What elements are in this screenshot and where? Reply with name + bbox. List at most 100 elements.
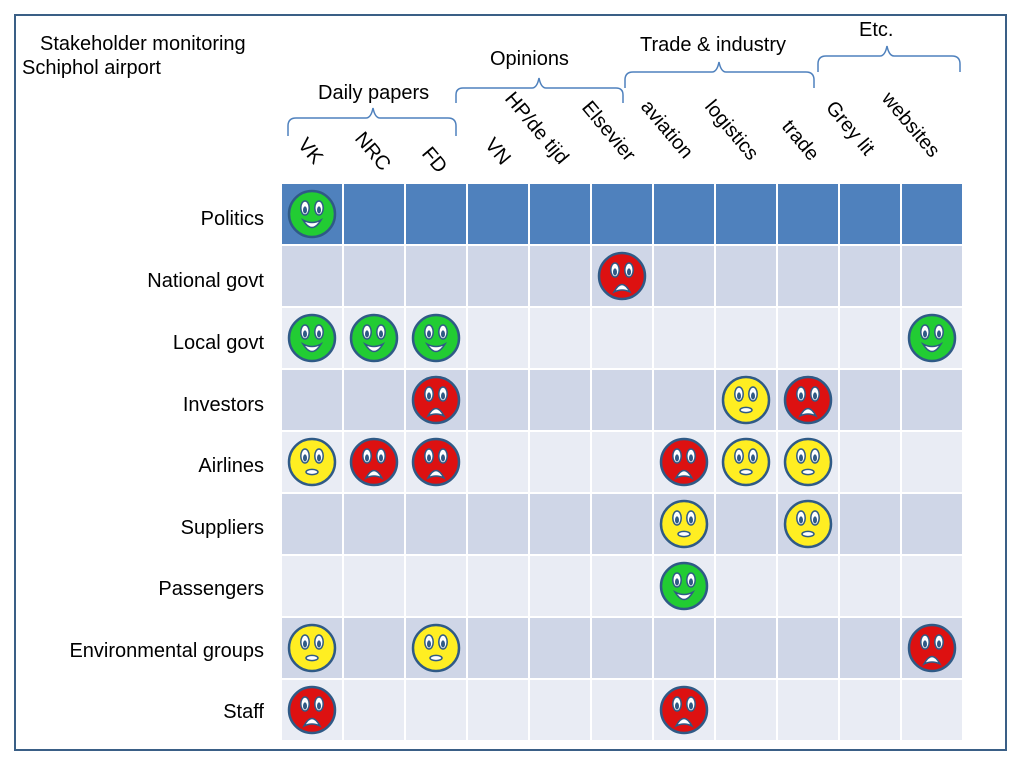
matrix-cell-politics-grey-lit	[840, 184, 902, 246]
title-line-2: Schiphol airport	[22, 57, 161, 79]
sad-face-icon	[411, 437, 461, 487]
title-line-1: Stakeholder monitoring	[40, 33, 246, 55]
sad-face-icon	[659, 437, 709, 487]
matrix-cell-politics-nrc	[344, 184, 406, 246]
matrix-cell-investors-hp-de-tijd	[530, 370, 592, 432]
matrix-cell-suppliers-fd	[406, 494, 468, 556]
happy-face-icon	[411, 313, 461, 363]
matrix-cell-airlines-hp-de-tijd	[530, 432, 592, 494]
group-label-opinions: Opinions	[490, 48, 569, 70]
matrix-cell-environmental-groups-aviation	[654, 618, 716, 680]
matrix-cell-local-govt-nrc	[344, 308, 406, 370]
bracket-opinions	[455, 77, 624, 103]
matrix-cell-politics-logistics	[716, 184, 778, 246]
matrix-cell-politics-aviation	[654, 184, 716, 246]
matrix-cell-airlines-fd	[406, 432, 468, 494]
matrix-cell-national-govt-logistics	[716, 246, 778, 308]
matrix-cell-local-govt-fd	[406, 308, 468, 370]
matrix-cell-staff-hp-de-tijd	[530, 680, 592, 742]
happy-face-icon	[287, 189, 337, 239]
matrix-cell-national-govt-aviation	[654, 246, 716, 308]
sad-face-icon	[287, 685, 337, 735]
matrix-cell-national-govt-websites	[902, 246, 964, 308]
row-label-local-govt: Local govt	[172, 332, 264, 354]
sad-face-icon	[907, 623, 957, 673]
matrix-cell-staff-elsevier	[592, 680, 654, 742]
matrix-cell-investors-aviation	[654, 370, 716, 432]
matrix-cell-investors-elsevier	[592, 370, 654, 432]
sad-face-icon	[783, 375, 833, 425]
matrix-cell-suppliers-vk	[282, 494, 344, 556]
happy-face-icon	[907, 313, 957, 363]
matrix-cell-politics-websites	[902, 184, 964, 246]
matrix-cell-airlines-vk	[282, 432, 344, 494]
neutral-face-icon	[783, 499, 833, 549]
matrix-cell-environmental-groups-vk	[282, 618, 344, 680]
matrix-cell-airlines-grey-lit	[840, 432, 902, 494]
row-label-suppliers: Suppliers	[180, 517, 264, 539]
matrix-cell-airlines-websites	[902, 432, 964, 494]
matrix-cell-local-govt-vk	[282, 308, 344, 370]
matrix-cell-investors-logistics	[716, 370, 778, 432]
matrix-cell-passengers-aviation	[654, 556, 716, 618]
matrix-cell-national-govt-nrc	[344, 246, 406, 308]
matrix-cell-suppliers-vn	[468, 494, 530, 556]
sad-face-icon	[597, 251, 647, 301]
matrix-cell-staff-vk	[282, 680, 344, 742]
matrix-cell-environmental-groups-hp-de-tijd	[530, 618, 592, 680]
matrix-cell-environmental-groups-vn	[468, 618, 530, 680]
happy-face-icon	[349, 313, 399, 363]
matrix-cell-environmental-groups-fd	[406, 618, 468, 680]
matrix-cell-environmental-groups-websites	[902, 618, 964, 680]
sad-face-icon	[659, 685, 709, 735]
matrix-cell-airlines-nrc	[344, 432, 406, 494]
matrix-cell-national-govt-trade	[778, 246, 840, 308]
matrix-cell-suppliers-elsevier	[592, 494, 654, 556]
matrix-cell-national-govt-vk	[282, 246, 344, 308]
matrix-cell-investors-trade	[778, 370, 840, 432]
matrix-cell-national-govt-vn	[468, 246, 530, 308]
matrix-cell-politics-vk	[282, 184, 344, 246]
matrix-cell-staff-websites	[902, 680, 964, 742]
sad-face-icon	[349, 437, 399, 487]
matrix-cell-investors-vn	[468, 370, 530, 432]
neutral-face-icon	[721, 437, 771, 487]
bracket-trade-industry	[624, 61, 815, 88]
matrix-cell-investors-websites	[902, 370, 964, 432]
matrix-cell-airlines-logistics	[716, 432, 778, 494]
row-label-airlines: Airlines	[198, 455, 264, 477]
bracket-daily-papers	[287, 107, 457, 136]
row-label-passengers: Passengers	[158, 578, 264, 600]
matrix-cell-passengers-fd	[406, 556, 468, 618]
matrix-cell-airlines-aviation	[654, 432, 716, 494]
group-label-daily-papers: Daily papers	[318, 82, 430, 104]
matrix-cell-staff-fd	[406, 680, 468, 742]
slide-frame	[14, 14, 1007, 751]
matrix-cell-environmental-groups-grey-lit	[840, 618, 902, 680]
matrix-cell-suppliers-websites	[902, 494, 964, 556]
matrix-cell-politics-trade	[778, 184, 840, 246]
row-label-politics: Politics	[200, 208, 264, 230]
matrix-cell-local-govt-websites	[902, 308, 964, 370]
matrix-cell-investors-vk	[282, 370, 344, 432]
matrix-cell-suppliers-nrc	[344, 494, 406, 556]
matrix-cell-passengers-hp-de-tijd	[530, 556, 592, 618]
neutral-face-icon	[411, 623, 461, 673]
matrix-cell-staff-aviation	[654, 680, 716, 742]
matrix-cell-passengers-grey-lit	[840, 556, 902, 618]
matrix-cell-investors-nrc	[344, 370, 406, 432]
group-brackets	[287, 45, 961, 136]
matrix-cell-local-govt-vn	[468, 308, 530, 370]
matrix-cell-staff-trade	[778, 680, 840, 742]
matrix-cell-local-govt-elsevier	[592, 308, 654, 370]
matrix-cell-airlines-elsevier	[592, 432, 654, 494]
matrix-cell-suppliers-grey-lit	[840, 494, 902, 556]
matrix-cell-suppliers-trade	[778, 494, 840, 556]
matrix-cell-national-govt-elsevier	[592, 246, 654, 308]
matrix-cell-politics-vn	[468, 184, 530, 246]
happy-face-icon	[659, 561, 709, 611]
matrix-cell-airlines-trade	[778, 432, 840, 494]
neutral-face-icon	[287, 623, 337, 673]
matrix-cell-national-govt-hp-de-tijd	[530, 246, 592, 308]
matrix-cell-suppliers-logistics	[716, 494, 778, 556]
